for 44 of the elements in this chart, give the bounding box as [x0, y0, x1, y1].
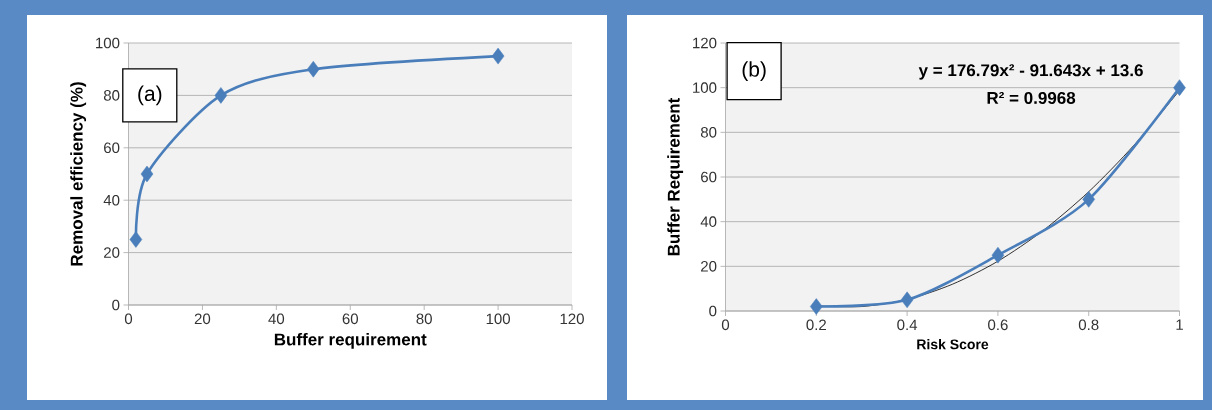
- y-tick-label: 20: [701, 261, 717, 272]
- y-tick-label: 80: [700, 127, 717, 138]
- annotation: y = 176.79x² - 91.643x + 13.6: [918, 64, 1143, 80]
- y-tick-label: 120: [693, 37, 717, 49]
- x-tick-label: 0.2: [806, 319, 826, 331]
- x-tick-label: 100: [486, 313, 510, 325]
- point: [307, 60, 320, 78]
- annotation: (b): [742, 61, 766, 81]
- x-axis-title: Buffer requirement: [274, 333, 427, 349]
- x-tick-label: 0.6: [988, 319, 1008, 331]
- point: [1082, 191, 1095, 208]
- y-tick-label: 40: [103, 194, 120, 206]
- x-tick-label: 0.8: [1078, 319, 1099, 331]
- y-tick-label: 0: [112, 299, 120, 311]
- y-tick-label: 40: [700, 216, 717, 227]
- x-tick-label: 40: [268, 313, 285, 325]
- x-tick-label: 80: [416, 313, 432, 325]
- x-tick-label: 60: [342, 313, 358, 325]
- y-tick-label: 60: [701, 171, 717, 183]
- y-tick-label: 20: [104, 247, 120, 258]
- y-tick-label: 60: [104, 142, 120, 154]
- point: [900, 291, 914, 309]
- annotation: (a): [138, 85, 162, 106]
- x-tick-label: 120: [560, 313, 584, 325]
- point: [1173, 79, 1186, 96]
- y-tick-label: 100: [693, 82, 717, 93]
- y-tick-label: 0: [709, 305, 717, 317]
- y-axis-title: Buffer Requirement: [667, 97, 684, 256]
- point: [991, 246, 1005, 264]
- y-axis-title: Removal efficiency (%): [70, 82, 87, 266]
- x-tick-label: 0: [124, 313, 133, 325]
- x-tick-label: 0: [721, 319, 730, 331]
- point: [810, 298, 823, 315]
- point: [140, 165, 154, 183]
- y-tick-label: 100: [96, 37, 120, 49]
- point: [491, 47, 505, 65]
- point: [214, 87, 228, 104]
- x-tick-label: 1: [1176, 319, 1183, 330]
- point: [129, 231, 143, 248]
- annotation: R² = 0.9968: [987, 91, 1076, 104]
- x-tick-label: 20: [194, 313, 211, 325]
- x-axis-title: Risk Score: [917, 339, 989, 350]
- x-tick-label: 0.4: [897, 319, 918, 331]
- y-tick-label: 80: [103, 90, 120, 101]
